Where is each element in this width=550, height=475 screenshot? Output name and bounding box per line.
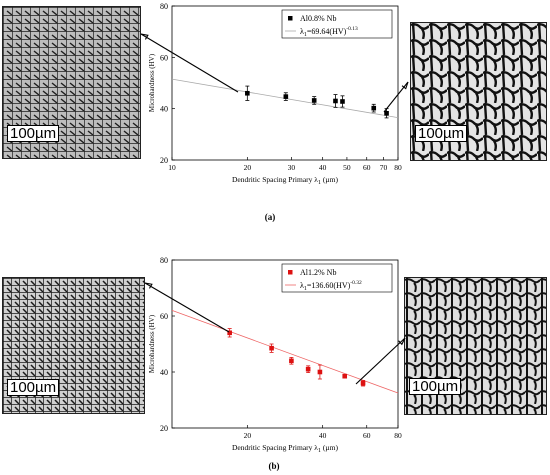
data-point: [340, 99, 345, 104]
x-tick-label: 60: [363, 431, 371, 440]
x-tick-label: 80: [394, 431, 402, 440]
pointer-arrowhead: [401, 81, 409, 90]
micrograph-b-right: 100µm: [404, 277, 547, 415]
data-point: [311, 98, 317, 103]
scale-bar-label: 100µm: [7, 125, 60, 142]
x-tick-label: 60: [363, 163, 371, 172]
plot-frame: [171, 5, 399, 161]
x-tick-label: 10: [168, 163, 176, 172]
legend-box: [281, 263, 393, 293]
y-tick-label: 20: [160, 424, 168, 433]
x-tick-label: 30: [288, 163, 296, 172]
legend-marker: [288, 16, 293, 21]
scale-bar-label: 100µm: [409, 378, 462, 395]
y-tick-label: 80: [160, 2, 168, 11]
data-point: [269, 345, 274, 351]
data-point: [317, 369, 323, 375]
y-tick-label: 60: [160, 312, 168, 321]
data-point: [384, 110, 389, 116]
data-point: [283, 94, 289, 99]
y-tick-label: 80: [160, 256, 168, 265]
plot-frame: [171, 259, 399, 429]
scale-bar-label: 100µm: [7, 379, 60, 396]
y-tick-label: 40: [160, 105, 168, 114]
x-tick-label: 50: [343, 163, 351, 172]
micrograph-b-left: 100µm: [2, 277, 145, 414]
data-point: [342, 373, 348, 379]
legend-fit-label: λ1=136.60(HV)-0.32: [300, 280, 362, 292]
y-tick-label: 40: [160, 368, 168, 377]
x-axis-label: Dendritic Spacing Primary λ1 (µm): [232, 175, 338, 186]
pointer-arrow: [140, 33, 239, 93]
y-tick-label: 20: [160, 156, 168, 165]
pointer-arrowhead: [140, 33, 149, 40]
y-axis-label: Microhardness (HV): [148, 314, 156, 373]
data-point: [227, 330, 232, 336]
data-point: [360, 380, 366, 386]
y-tick-label: 60: [160, 53, 168, 62]
legend-marker: [288, 270, 293, 275]
micrograph-a-right: 100µm: [410, 22, 547, 161]
x-tick-label: 40: [319, 163, 327, 172]
legend-fit-label: λ1=69.64(HV)-0.13: [300, 26, 358, 38]
data-point: [371, 105, 377, 111]
data-point: [245, 90, 250, 96]
panel-caption-a: (a): [264, 212, 276, 222]
panel-caption-b: (b): [268, 461, 280, 471]
legend-label: Al1.2% Nb: [300, 268, 336, 277]
pointer-arrow: [144, 282, 230, 333]
fit-line: [171, 310, 399, 394]
y-axis-label: Microhardness (HV): [148, 53, 156, 112]
x-tick-label: 20: [244, 431, 252, 440]
pointer-arrow: [355, 337, 406, 385]
legend-label: Al0.8% Nb: [300, 14, 336, 23]
pointer-arrow: [383, 81, 409, 113]
data-point: [305, 366, 311, 372]
x-tick-label: 40: [319, 431, 327, 440]
x-axis-label: Dendritic Spacing Primary λ1 (µm): [232, 443, 338, 454]
micrograph-a-left: 100µm: [2, 6, 141, 159]
x-tick-label: 20: [244, 163, 252, 172]
data-point: [289, 358, 294, 364]
legend-box: [281, 9, 393, 39]
pointer-arrowhead: [144, 282, 153, 289]
data-point: [333, 98, 338, 104]
x-tick-label: 70: [380, 163, 388, 172]
scale-bar-label: 100µm: [415, 125, 468, 142]
x-tick-label: 80: [394, 163, 402, 172]
